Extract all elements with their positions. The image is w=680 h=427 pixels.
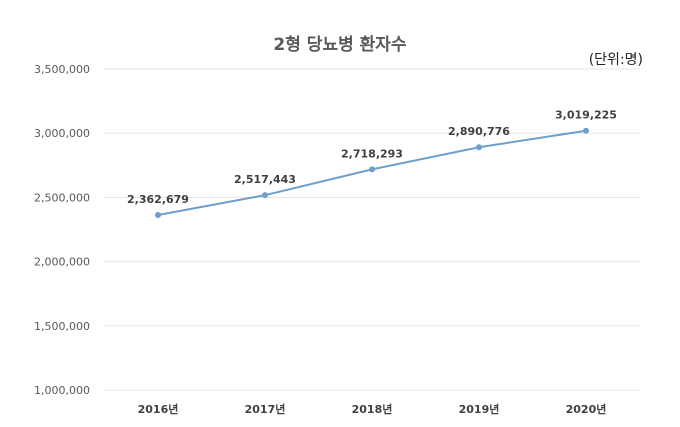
x-tick-label: 2018년 [352, 402, 393, 416]
y-tick-label: 3,500,000 [34, 63, 90, 76]
y-tick-label: 1,000,000 [34, 384, 90, 397]
data-point [476, 144, 482, 151]
y-tick-label: 2,500,000 [34, 191, 90, 204]
y-tick-label: 2,000,000 [34, 256, 90, 269]
y-tick-label: 1,500,000 [34, 320, 90, 333]
x-tick-label: 2017년 [245, 402, 286, 416]
gridlines [103, 68, 640, 391]
data-points [155, 127, 589, 219]
chart-title: 2형 당뇨병 환자수 [273, 35, 407, 55]
data-label: 2,517,443 [234, 173, 296, 186]
series-line-layer [157, 129, 587, 217]
y-axis-ticks: 1,000,000 1,500,000 2,000,000 2,500,000 3,00… [34, 63, 90, 397]
data-point [369, 166, 375, 173]
data-label: 2,362,679 [127, 193, 189, 206]
data-label: 2,718,293 [341, 147, 403, 160]
x-tick-label: 2020년 [566, 402, 607, 416]
data-point [583, 127, 589, 134]
x-axis-ticks: 2016년 2017년 2018년 2019년 2020년 [138, 402, 607, 416]
series-line [157, 129, 587, 217]
data-point [262, 192, 268, 199]
x-tick-label: 2019년 [459, 402, 500, 416]
data-labels: 2,362,679 2,517,443 2,718,293 2,890,776 3,01… [127, 109, 617, 206]
data-point [155, 212, 161, 219]
data-label: 3,019,225 [555, 109, 617, 122]
data-label: 2,890,776 [448, 125, 510, 138]
unit-label: (단위:명) [588, 52, 643, 68]
x-tick-label: 2016년 [138, 402, 179, 416]
y-tick-label: 3,000,000 [34, 127, 90, 140]
